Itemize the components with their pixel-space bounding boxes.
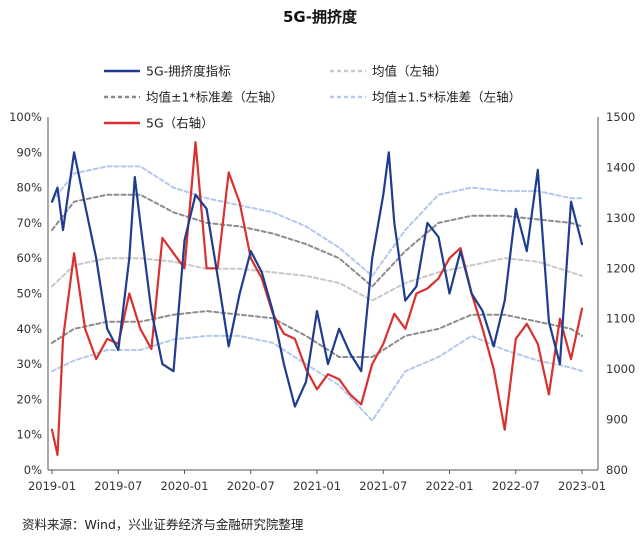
left-tick-label: 90% bbox=[16, 145, 42, 159]
legend: 5G-拥挤度指标 均值（左轴） 均值±1*标准差（左轴） 均值±1.5*标准差（左轴）… bbox=[104, 64, 521, 131]
legend-label: 均值±1.5*标准差（左轴） bbox=[372, 90, 521, 105]
right-tick-label: 1300 bbox=[606, 211, 635, 225]
right-tick-label: 1500 bbox=[606, 110, 635, 124]
legend-label: 均值（左轴） bbox=[372, 64, 447, 79]
series-line-5 bbox=[51, 334, 583, 422]
x-tick-label: 2022-01 bbox=[425, 479, 473, 493]
series-line-4 bbox=[51, 165, 583, 277]
x-tick-label: 2020-01 bbox=[160, 479, 208, 493]
x-tick-label: 2022-07 bbox=[492, 479, 540, 493]
left-tick-label: 40% bbox=[16, 322, 42, 336]
left-tick-label: 100% bbox=[9, 110, 42, 124]
series-line-3 bbox=[51, 310, 583, 358]
left-tick-label: 70% bbox=[16, 216, 42, 230]
left-tick-label: 20% bbox=[16, 392, 42, 406]
right-tick-label: 1000 bbox=[606, 362, 635, 376]
right-tick-label: 900 bbox=[606, 413, 628, 427]
x-tick-label: 2019-07 bbox=[94, 479, 142, 493]
x-tick-label: 2019-01 bbox=[28, 479, 76, 493]
left-tick-label: 50% bbox=[16, 287, 42, 301]
series-line-6 bbox=[50, 141, 584, 456]
left-tick-label: 10% bbox=[16, 428, 42, 442]
chart-title: 5G-拥挤度 bbox=[283, 8, 358, 26]
right-tick-label: 1400 bbox=[606, 160, 635, 174]
x-tick-label: 2020-07 bbox=[227, 479, 275, 493]
legend-label: 5G-拥挤度指标 bbox=[146, 64, 231, 79]
right-tick-label: 1200 bbox=[606, 261, 635, 275]
x-tick-label: 2021-01 bbox=[293, 479, 341, 493]
axis-ticks: 0% 10% 20% 30% 40% 50% 60% 70% 80% 90% 100% 800 900 1… bbox=[9, 110, 635, 493]
legend-label: 5G（右轴） bbox=[146, 116, 214, 131]
series-line-2 bbox=[51, 193, 583, 288]
series-lines bbox=[50, 141, 584, 456]
series-line-1 bbox=[51, 257, 583, 302]
source-note: 资料来源：Wind，兴业证券经济与金融研究院整理 bbox=[22, 517, 304, 532]
legend-label: 均值±1*标准差（左轴） bbox=[146, 90, 283, 105]
right-tick-label: 1100 bbox=[606, 312, 635, 326]
left-tick-label: 80% bbox=[16, 181, 42, 195]
x-tick-label: 2021-07 bbox=[359, 479, 407, 493]
x-tick-label: 2023-01 bbox=[558, 479, 606, 493]
series-line-0 bbox=[50, 151, 584, 408]
left-tick-label: 0% bbox=[24, 463, 42, 477]
right-tick-label: 800 bbox=[606, 463, 628, 477]
left-tick-label: 60% bbox=[16, 251, 42, 265]
left-tick-label: 30% bbox=[16, 357, 42, 371]
